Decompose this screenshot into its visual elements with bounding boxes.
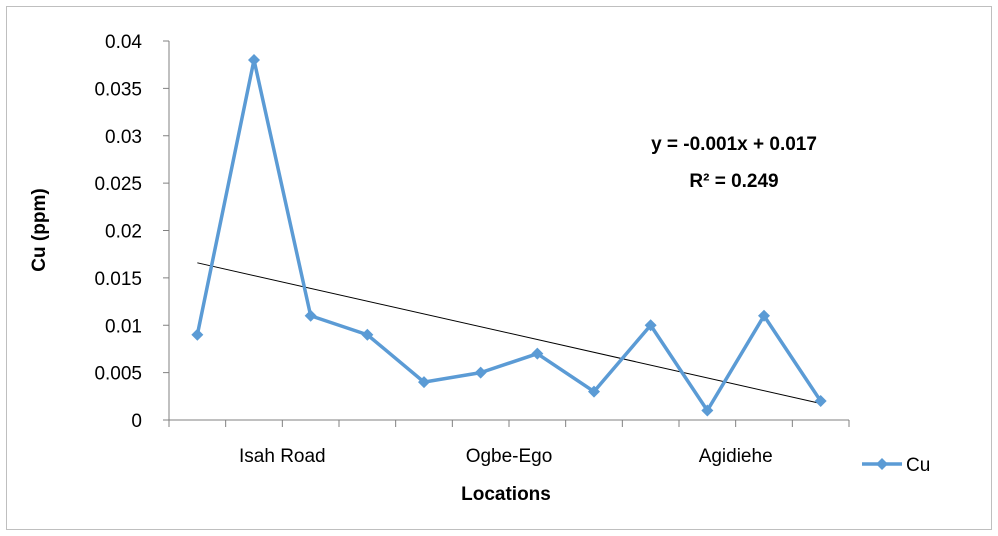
data-point-marker [248, 53, 260, 66]
data-point-marker [191, 328, 204, 341]
y-tick-label: 0 [131, 411, 142, 432]
data-point-marker [701, 404, 714, 417]
y-axis-ticks: 0 0.005 0.01 0.015 0.02 0.025 0.03 0.035 0.04 [94, 32, 169, 432]
legend-label-cu: Cu [906, 455, 930, 476]
trendline [197, 262, 821, 404]
chart-area [6, 6, 992, 530]
data-point-marker [644, 319, 657, 332]
trendline-equation: y = -0.001x + 0.017 [651, 134, 817, 155]
data-point-marker [531, 347, 544, 360]
x-tick-label: Agidiehe [699, 446, 773, 467]
y-tick-label: 0.02 [105, 222, 142, 243]
x-axis-title: Locations [461, 484, 551, 505]
y-tick-label: 0.035 [94, 79, 142, 100]
y-axis-title: Cu (ppm) [29, 188, 50, 271]
data-point-marker [361, 328, 374, 341]
series-line-cu [195, 58, 823, 413]
data-point-marker [814, 395, 827, 408]
data-point-marker [304, 309, 317, 322]
y-tick-label: 0.01 [105, 316, 142, 337]
legend: Cu [862, 455, 930, 476]
data-point-marker [758, 309, 770, 322]
data-point-marker [588, 385, 600, 398]
data-point-marker [474, 366, 487, 379]
data-point-marker [418, 376, 430, 389]
x-tick-label: Isah Road [239, 446, 326, 467]
y-tick-label: 0.005 [94, 364, 142, 385]
trendline-r-squared: R² = 0.249 [689, 171, 778, 192]
y-tick-label: 0.025 [94, 174, 142, 195]
y-tick-label: 0.03 [105, 127, 142, 148]
x-tick-label: Ogbe-Ego [466, 446, 553, 467]
x-axis-ticks: Isah Road Ogbe-Ego Agidiehe [168, 420, 850, 467]
series-markers [191, 53, 827, 417]
y-tick-label: 0.04 [105, 32, 142, 53]
y-tick-label: 0.015 [94, 269, 142, 290]
legend-marker-cu [876, 458, 888, 470]
